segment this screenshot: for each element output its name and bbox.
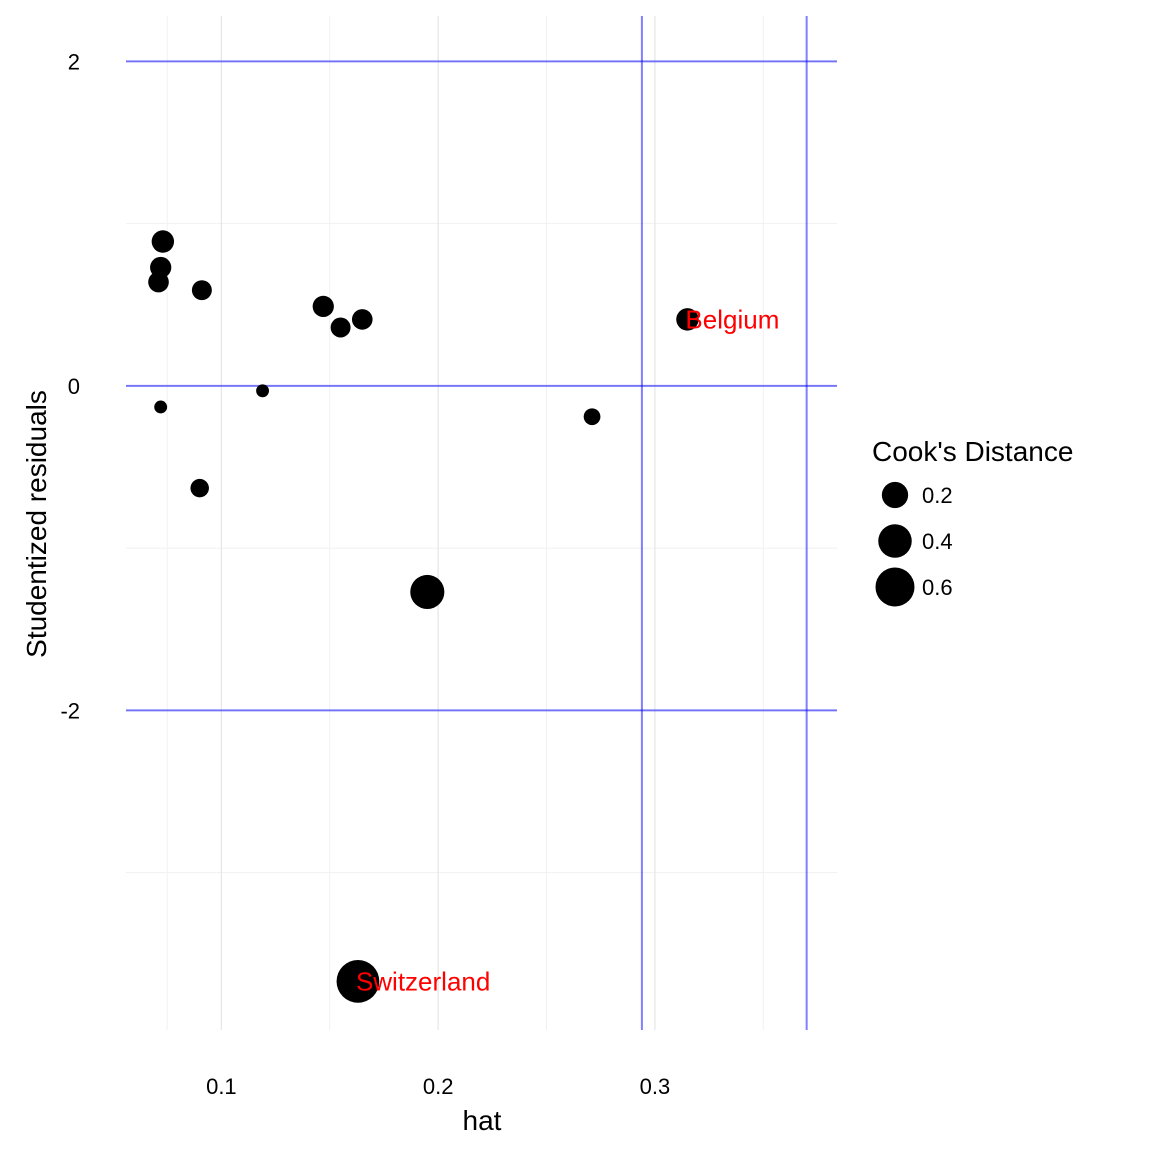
legend-key-circle (878, 524, 912, 558)
data-point (151, 230, 175, 253)
y-tick-label: 0 (68, 374, 80, 399)
data-point (154, 400, 168, 414)
x-tick-label: 0.2 (423, 1074, 454, 1099)
legend-key-label: 0.6 (922, 575, 953, 600)
size-legend: Cook's Distance 0.2 0.4 0.6 (872, 436, 1073, 607)
data-point (583, 408, 601, 426)
y-axis-ticks: 2 0 -2 (60, 49, 80, 723)
legend-key-circle (875, 567, 915, 607)
data-point (148, 271, 169, 293)
y-tick-label: -2 (60, 698, 80, 723)
point-labels: Belgium Switzerland (356, 304, 779, 996)
data-point (191, 280, 212, 301)
x-tick-label: 0.1 (206, 1074, 237, 1099)
data-point (256, 384, 270, 398)
x-axis-ticks: 0.1 0.2 0.3 (206, 1074, 670, 1099)
data-point (190, 478, 209, 498)
x-axis-title: hat (463, 1105, 502, 1136)
point-label-belgium: Belgium (685, 304, 779, 334)
data-point (410, 574, 445, 610)
data-point (351, 309, 373, 330)
x-tick-label: 0.3 (640, 1074, 671, 1099)
legend-key-label: 0.2 (922, 483, 953, 508)
data-point (312, 295, 334, 318)
data-point (330, 317, 351, 338)
y-tick-label: 2 (68, 49, 80, 74)
legend-key-circle (881, 481, 909, 509)
legend-key-label: 0.4 (922, 529, 953, 554)
reference-lines (126, 16, 837, 1030)
legend-title: Cook's Distance (872, 436, 1073, 467)
data-point (336, 959, 380, 1003)
legend-entries: 0.2 0.4 0.6 (875, 481, 953, 607)
data-points (148, 230, 699, 1003)
data-point (676, 308, 699, 331)
y-axis-title: Studentized residuals (21, 390, 52, 658)
point-label-switzerland: Switzerland (356, 966, 490, 996)
grid-lines (126, 16, 837, 1030)
